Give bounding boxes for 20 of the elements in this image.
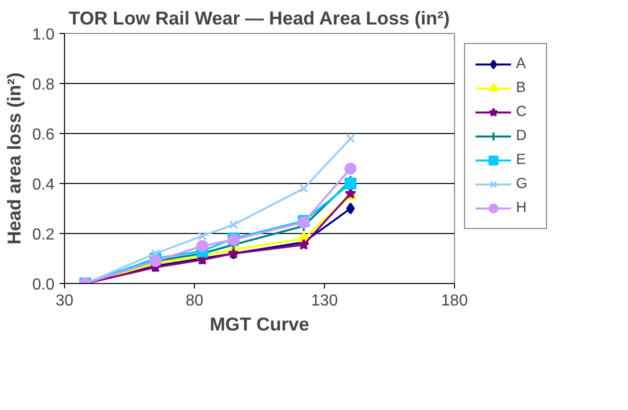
legend-label: D xyxy=(516,128,528,144)
y-tick-label: 0.6 xyxy=(32,126,55,144)
legend-label: C xyxy=(516,104,528,120)
y-tick-label: 0.8 xyxy=(32,76,55,94)
x-tick-label: 180 xyxy=(441,292,468,310)
legend-label: A xyxy=(516,56,527,72)
legend-label: E xyxy=(516,152,527,168)
x-tick-label: 130 xyxy=(311,292,338,310)
chart-title: TOR Low Rail Wear — Head Area Loss (in²) xyxy=(68,8,450,28)
y-tick-label: 0.2 xyxy=(32,226,55,244)
legend-label: H xyxy=(516,200,528,216)
x-tick-label: 30 xyxy=(56,292,74,310)
y-axis-title: Head area loss (in²) xyxy=(3,72,24,245)
x-axis-title: MGT Curve xyxy=(210,314,310,334)
y-tick-label: 0.0 xyxy=(32,276,55,294)
y-tick-label: 0.4 xyxy=(32,176,55,194)
y-tick-label: 1.0 xyxy=(32,26,55,44)
x-tick-label: 80 xyxy=(186,292,204,310)
legend-label: B xyxy=(516,80,527,96)
legend-label: G xyxy=(516,176,528,192)
